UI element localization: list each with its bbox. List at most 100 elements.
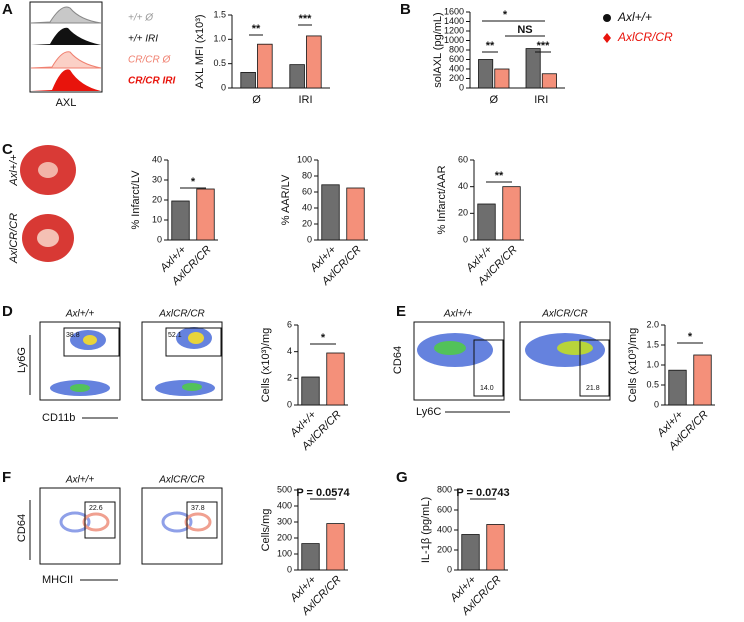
x-tick-label: Ø xyxy=(489,94,498,106)
y-tick-label: 2 xyxy=(287,373,292,383)
flow-title: AxlCR/CR xyxy=(158,475,205,486)
y-tick-label: 600 xyxy=(437,504,452,514)
y-tick-label: 0 xyxy=(221,82,226,92)
flow-title: Axl+/+ xyxy=(65,475,95,486)
panel-letter: C xyxy=(2,141,13,158)
annotation: P = 0.0574 xyxy=(296,487,350,499)
y-tick-label: 0 xyxy=(447,564,452,574)
bar xyxy=(326,352,345,406)
y-tick-label: 40 xyxy=(458,181,468,191)
bar xyxy=(326,523,345,571)
y-tick-label: 200 xyxy=(277,532,292,542)
flow-title: AxlCR/CR xyxy=(158,309,205,320)
y-tick-label: 1.0 xyxy=(646,359,659,369)
y-axis-label: % Infarct/AAR xyxy=(436,165,448,234)
bar xyxy=(346,187,365,241)
y-tick-label: 1.0 xyxy=(213,34,226,44)
row-label: Axl+/+ xyxy=(8,154,20,187)
legend-marker xyxy=(603,14,611,22)
bar xyxy=(301,543,320,571)
y-tick-label: 20 xyxy=(152,194,162,204)
y-tick-label: 0 xyxy=(287,399,292,409)
bar xyxy=(461,534,480,571)
y-tick-label: 0 xyxy=(287,564,292,574)
bar xyxy=(525,48,541,89)
panel-letter: A xyxy=(2,1,13,18)
legend-marker xyxy=(603,33,611,43)
legend-label: Axl+/+ xyxy=(617,10,652,24)
bar xyxy=(306,35,322,89)
x-tick-label: IRI xyxy=(298,94,312,106)
y-tick-label: 2.0 xyxy=(646,319,659,329)
histogram: +/+ Ø +/+ IRI CR/CR Ø CR/CR IRI AXL xyxy=(29,1,175,109)
flow-title: Axl+/+ xyxy=(443,309,473,320)
x-tick-label: Ø xyxy=(252,94,261,106)
y-tick-label: 0 xyxy=(157,234,162,244)
gate-value: 52.1 xyxy=(168,332,182,339)
panel-letter: E xyxy=(396,303,406,320)
annotation: P = 0.0743 xyxy=(456,487,509,499)
bar xyxy=(693,354,712,406)
y-tick-label: 400 xyxy=(437,524,452,534)
bar xyxy=(289,64,305,89)
y-tick-label: 600 xyxy=(449,54,464,64)
y-axis-label: Cells (x10³)/mg xyxy=(260,328,272,403)
bar xyxy=(494,68,510,89)
bar xyxy=(486,524,505,571)
hearts: Axl+/+ AxlCR/CR xyxy=(8,145,76,264)
y-tick-label: 0 xyxy=(654,399,659,409)
bar xyxy=(502,186,521,241)
axis-label: Ly6G xyxy=(16,347,28,373)
y-tick-label: 200 xyxy=(437,544,452,554)
annotation: ** xyxy=(495,170,504,182)
row-label: AxlCR/CR xyxy=(8,213,20,264)
bar xyxy=(321,184,340,241)
y-tick-label: 300 xyxy=(277,516,292,526)
y-tick-label: 20 xyxy=(458,208,468,218)
hist-label: +/+ IRI xyxy=(128,34,158,45)
y-tick-label: 400 xyxy=(449,63,464,73)
bar xyxy=(171,200,190,241)
y-tick-label: 0.5 xyxy=(646,379,659,389)
bar xyxy=(541,73,557,89)
annotation: * xyxy=(191,176,196,188)
y-tick-label: 1000 xyxy=(444,35,464,45)
bar xyxy=(668,369,687,406)
y-axis-label: AXL MFI (x10³) xyxy=(194,14,206,88)
y-tick-label: 100 xyxy=(277,548,292,558)
y-tick-label: 40 xyxy=(152,154,162,164)
annotation: ** xyxy=(252,23,261,35)
axis-label: CD64 xyxy=(392,346,404,374)
y-tick-label: 6 xyxy=(287,319,292,329)
flow-title: Axl+/+ xyxy=(65,309,95,320)
y-tick-label: 30 xyxy=(152,174,162,184)
x-tick-label: IRI xyxy=(534,94,548,106)
gate-value: 21.8 xyxy=(586,385,600,392)
y-tick-label: 400 xyxy=(277,500,292,510)
y-tick-label: 1.5 xyxy=(213,9,226,19)
annotation: NS xyxy=(517,24,532,36)
annotation: ** xyxy=(486,40,495,52)
y-tick-label: 800 xyxy=(437,484,452,494)
annotation: * xyxy=(688,331,693,343)
y-axis-label: % Infarct/LV xyxy=(130,170,142,230)
annotation: *** xyxy=(537,40,551,52)
y-axis-label: IL-1β (pg/mL) xyxy=(420,497,432,563)
gate-value: 37.8 xyxy=(191,505,205,512)
bar xyxy=(196,188,215,241)
y-tick-label: 1400 xyxy=(444,16,464,26)
annotation: * xyxy=(503,9,508,21)
hist-label: CR/CR IRI xyxy=(128,76,175,87)
legend-label: AxlCR/CR xyxy=(617,30,673,44)
y-tick-label: 0 xyxy=(459,82,464,92)
y-tick-label: 20 xyxy=(302,218,312,228)
y-tick-label: 40 xyxy=(302,202,312,212)
axis-label: CD64 xyxy=(16,514,28,542)
flow-plots: Axl+/+ AxlCR/CR 38.8 52.1 Ly6G CD11b Axl… xyxy=(16,309,611,586)
y-axis-label: Cells (x10³)/mg xyxy=(627,328,639,403)
y-tick-label: 60 xyxy=(302,186,312,196)
y-tick-label: 60 xyxy=(458,154,468,164)
flow-title: AxlCR/CR xyxy=(541,309,588,320)
y-tick-label: 100 xyxy=(297,154,312,164)
annotation: * xyxy=(321,332,326,344)
